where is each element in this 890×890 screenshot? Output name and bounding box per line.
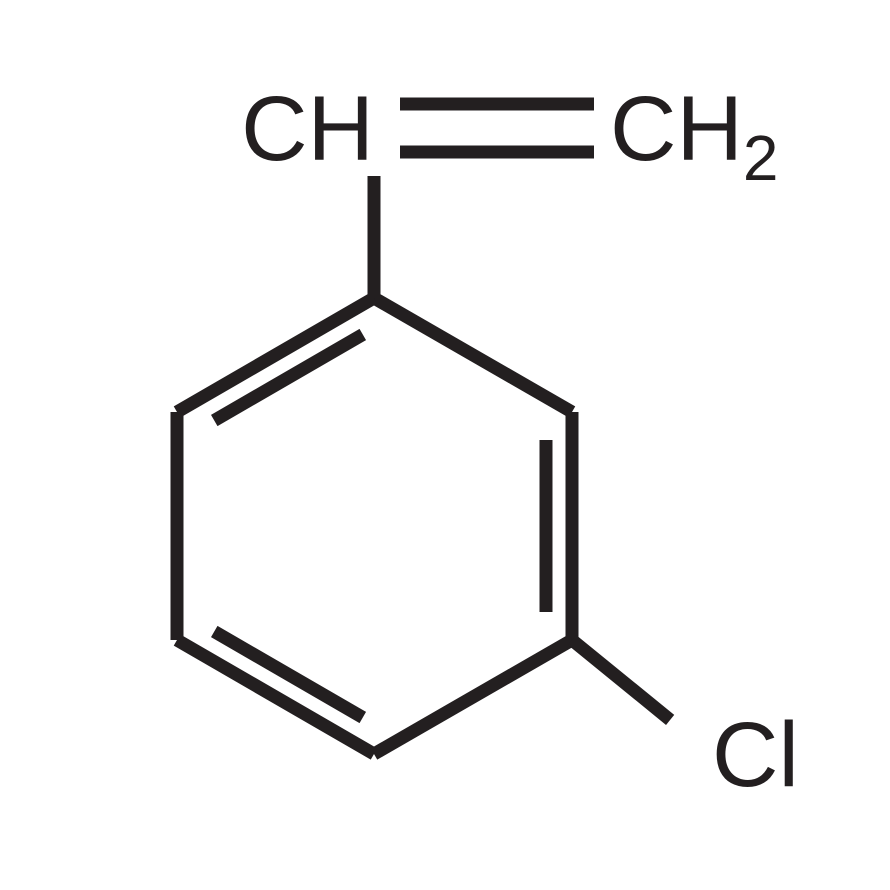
molecule-diagram: CH CH2 Cl bbox=[0, 0, 890, 890]
atom-label-CH: CH bbox=[241, 78, 374, 180]
atom-label-CH2: CH2 bbox=[610, 78, 778, 194]
atom-label-Cl: Cl bbox=[712, 704, 799, 806]
